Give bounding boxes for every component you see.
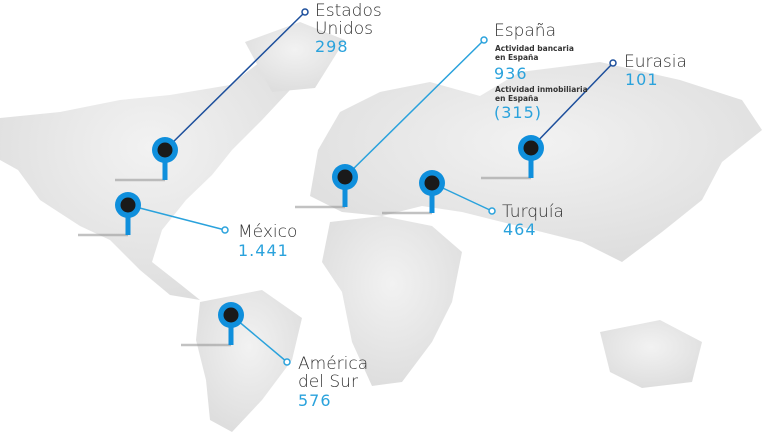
- turkey-leader-dot: [488, 207, 496, 215]
- eurasia: [310, 62, 762, 262]
- turkey-label: Turquía: [502, 202, 564, 222]
- greenland: [245, 22, 345, 92]
- africa: [322, 216, 462, 386]
- south-america-pin-center: [223, 307, 239, 323]
- usa-label: Estados: [315, 1, 382, 21]
- spain-realestate-label-line2: en España: [495, 94, 539, 103]
- spain-pin-center: [337, 169, 353, 185]
- mexico-pin-center: [120, 197, 136, 213]
- eurasia-label: Eurasia: [624, 52, 687, 72]
- spain-realestate-value: (315): [494, 103, 543, 122]
- usa-pin-stem: [162, 158, 168, 180]
- spain-banking-value: 936: [494, 64, 528, 83]
- north-america: [0, 45, 300, 300]
- usa-value: 298: [315, 37, 349, 56]
- south-america-label-line2: del Sur: [298, 372, 358, 392]
- mexico-value: 1.441: [238, 241, 289, 260]
- eurasia-pin-center: [523, 140, 539, 156]
- south-america-leader-dot: [283, 358, 291, 366]
- turkey-pin-center: [424, 175, 440, 191]
- mexico-pin-stem: [125, 213, 131, 235]
- mexico-leader-dot: [221, 226, 229, 234]
- south-america-value: 576: [298, 391, 332, 410]
- south-america: [196, 290, 302, 432]
- usa-pin-center: [157, 142, 173, 158]
- south-america-pin-stem: [228, 323, 234, 345]
- spain-banking-label-line2: en España: [495, 53, 539, 62]
- eurasia-leader-dot: [609, 59, 617, 67]
- spain-leader-dot: [480, 36, 488, 44]
- spain-label: España: [494, 21, 556, 41]
- mexico-label: México: [238, 222, 298, 242]
- mexico-leader-line: [127, 204, 226, 231]
- spain-realestate-label: Actividad inmobiliaria: [495, 85, 588, 94]
- spain-pin-stem: [342, 185, 348, 207]
- eurasia-pin-stem: [528, 156, 534, 178]
- eurasia-value: 101: [625, 70, 659, 89]
- usa-leader-dot: [301, 8, 309, 16]
- spain-banking-label: Actividad bancaria: [495, 44, 574, 53]
- usa-label-line2: Unidos: [315, 19, 373, 39]
- eurasia-leader-line: [530, 62, 614, 149]
- australia: [600, 320, 702, 388]
- turkey-pin-stem: [429, 191, 435, 213]
- usa-leader-line: [164, 11, 306, 151]
- south-america-label: América: [298, 354, 369, 374]
- turkey-value: 464: [503, 220, 537, 239]
- spain-leader-line: [344, 39, 485, 178]
